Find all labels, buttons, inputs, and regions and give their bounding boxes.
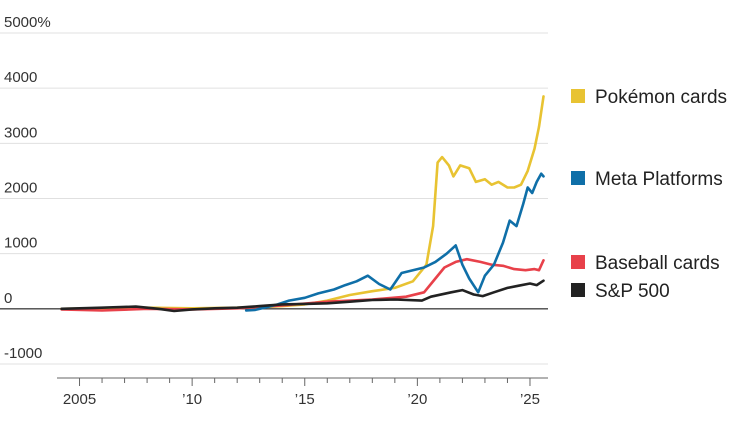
y-tick-label: 1000: [4, 235, 37, 252]
x-tick-label: 2005: [63, 391, 96, 408]
series-lines: [60, 95, 545, 313]
series-line-meta-platforms: [244, 172, 545, 312]
series-line-s-p-500: [60, 279, 545, 313]
x-tick-label: ’10: [182, 391, 202, 408]
y-tick-label: 2000: [4, 180, 37, 197]
legend: Pokémon cards Meta Platforms Baseball card…: [571, 87, 727, 302]
y-tick-label: 5000%: [4, 14, 51, 31]
y-tick-label: -1000: [4, 345, 42, 362]
x-tick-label: ’15: [295, 391, 315, 408]
x-tick-label: ’20: [407, 391, 427, 408]
legend-label: Pokémon cards: [595, 87, 727, 108]
legend-swatch: [571, 255, 585, 269]
series-line-pok-mon-cards: [60, 95, 545, 311]
legend-swatch: [571, 283, 585, 297]
legend-swatch: [571, 171, 585, 185]
legend-label: S&P 500: [595, 281, 670, 302]
x-axis: 2005 ’10 ’15 ’20 ’25: [57, 377, 548, 408]
y-tick-label: 3000: [4, 124, 37, 141]
x-tick-label: ’25: [520, 391, 540, 408]
legend-label: Meta Platforms: [595, 169, 723, 190]
y-tick-label: 0: [4, 290, 12, 307]
grid: 5000% 4000 3000 2000 1000 0 -1000: [0, 14, 548, 365]
y-tick-label: 4000: [4, 69, 37, 86]
legend-swatch: [571, 89, 585, 103]
legend-label: Baseball cards: [595, 253, 720, 274]
